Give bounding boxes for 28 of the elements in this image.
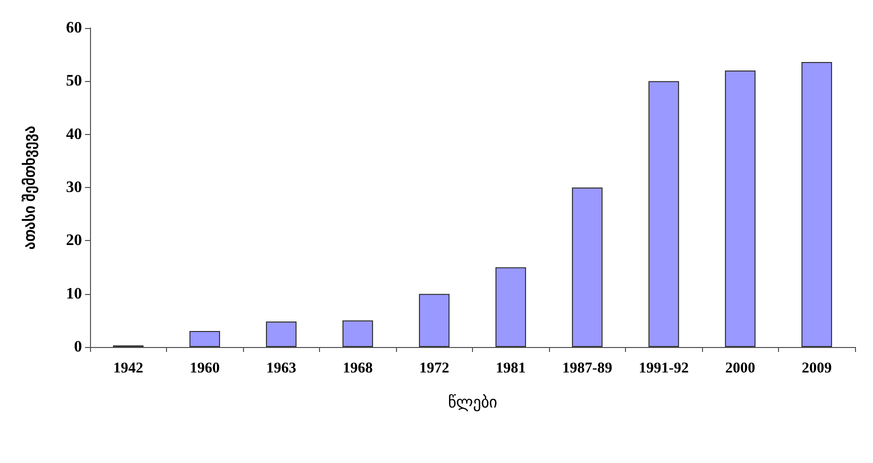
x-tick-label: 1968	[342, 360, 373, 376]
x-tick-label: 1963	[266, 360, 296, 376]
x-tick-label: 1942	[113, 360, 144, 376]
bar	[189, 331, 220, 347]
bar	[342, 320, 374, 347]
bar	[648, 81, 680, 347]
bar	[724, 70, 756, 347]
x-tick-label: 1991-92	[638, 360, 689, 376]
bar	[801, 62, 832, 347]
x-tick-label: 2009	[802, 360, 832, 376]
y-axis-title: ათასი შემთხვევა	[22, 126, 38, 250]
y-tick-label: 10	[66, 285, 82, 302]
bar	[495, 267, 526, 347]
x-tick-label: 2000	[725, 360, 756, 376]
y-tick-label: 30	[66, 179, 82, 196]
bar	[266, 321, 297, 347]
y-tick-label: 20	[66, 232, 82, 250]
y-tick-label: 50	[66, 72, 82, 90]
y-tick-label: 40	[66, 126, 82, 143]
x-axis-title: წლები	[448, 394, 497, 412]
y-tick-label: 60	[66, 20, 82, 36]
y-tick-label: 0	[74, 338, 82, 356]
x-tick-label: 1987-89	[562, 360, 612, 376]
x-tick-label: 1960	[190, 360, 220, 376]
x-tick-label: 1972	[419, 360, 450, 376]
bar	[418, 294, 450, 347]
bar	[572, 188, 603, 347]
x-tick-label: 1981	[496, 360, 526, 376]
